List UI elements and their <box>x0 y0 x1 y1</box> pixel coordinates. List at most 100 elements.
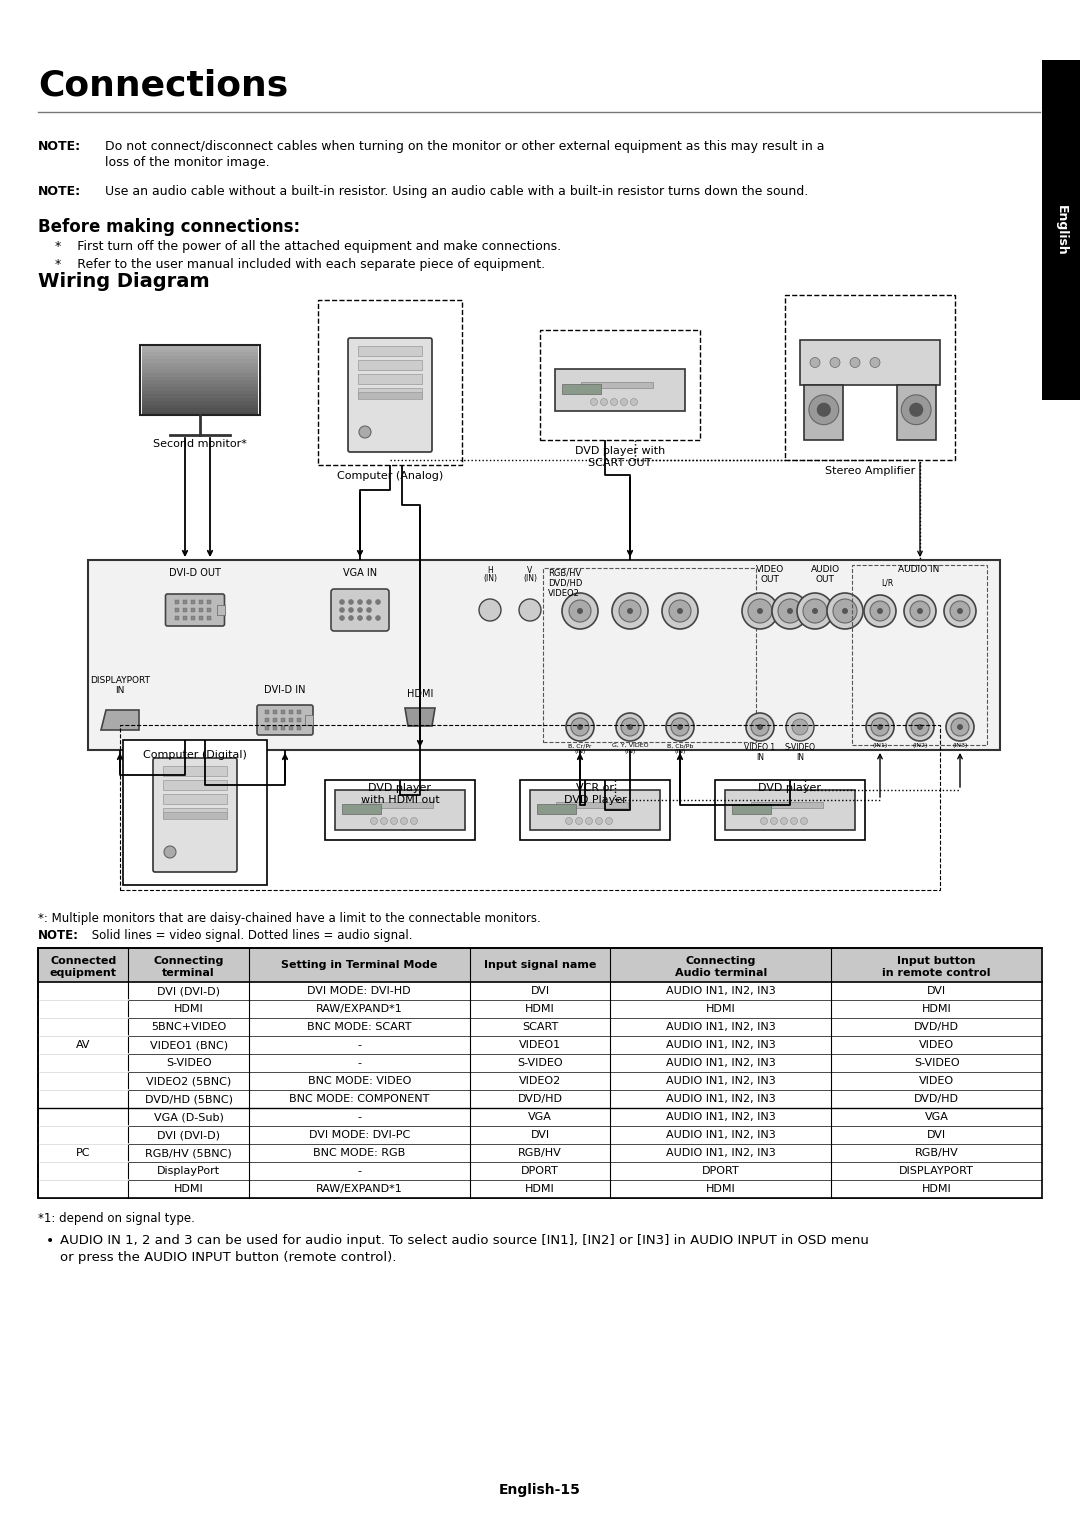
Circle shape <box>800 817 808 825</box>
Bar <box>163 808 227 818</box>
Text: HDMI: HDMI <box>407 689 433 699</box>
Bar <box>715 780 865 840</box>
Text: terminal: terminal <box>162 968 215 977</box>
Text: (IN): (IN) <box>483 574 497 583</box>
Bar <box>325 780 475 840</box>
Text: •: • <box>46 1234 54 1248</box>
Text: Do not connect/disconnect cables when turning on the monitor or other external e: Do not connect/disconnect cables when tu… <box>105 140 824 153</box>
Text: Connected: Connected <box>50 956 117 967</box>
Bar <box>140 345 260 415</box>
Circle shape <box>366 608 372 612</box>
Text: DisplayPort: DisplayPort <box>157 1167 220 1176</box>
Circle shape <box>621 718 639 736</box>
Text: BNC MODE: RGB: BNC MODE: RGB <box>313 1148 405 1157</box>
Circle shape <box>810 357 820 368</box>
Circle shape <box>401 817 407 825</box>
Text: *    First turn off the power of all the attached equipment and make connections: * First turn off the power of all the at… <box>55 240 562 253</box>
Bar <box>199 615 203 620</box>
Text: RAW/EXPAND*1: RAW/EXPAND*1 <box>316 1003 403 1014</box>
Text: AUDIO IN1, IN2, IN3: AUDIO IN1, IN2, IN3 <box>666 1040 775 1051</box>
Circle shape <box>562 592 598 629</box>
Circle shape <box>804 599 827 623</box>
Circle shape <box>909 403 923 417</box>
Circle shape <box>366 600 372 605</box>
Circle shape <box>585 817 593 825</box>
Text: BNC MODE: SCART: BNC MODE: SCART <box>307 1022 411 1032</box>
Text: NOTE:: NOTE: <box>38 185 81 199</box>
Bar <box>163 812 227 818</box>
Text: BNC MODE: COMPONENT: BNC MODE: COMPONENT <box>289 1093 430 1104</box>
Text: DVI: DVI <box>530 986 550 996</box>
Circle shape <box>627 724 633 730</box>
Text: DISPLAYPORT: DISPLAYPORT <box>900 1167 974 1176</box>
Text: VIDEO2 (5BNC): VIDEO2 (5BNC) <box>146 1077 231 1086</box>
Text: PC: PC <box>76 1148 91 1157</box>
Bar <box>163 780 227 789</box>
FancyBboxPatch shape <box>348 337 432 452</box>
Circle shape <box>770 817 778 825</box>
Bar <box>265 710 269 715</box>
Circle shape <box>595 817 603 825</box>
Text: (IN2): (IN2) <box>913 744 928 748</box>
Text: Computer (Digital): Computer (Digital) <box>143 750 247 760</box>
Bar <box>265 718 269 722</box>
Circle shape <box>757 724 762 730</box>
Text: DVI MODE: DVI-HD: DVI MODE: DVI-HD <box>308 986 411 996</box>
Text: Input button: Input button <box>897 956 976 967</box>
Text: VIDEO: VIDEO <box>919 1077 954 1086</box>
Circle shape <box>902 395 931 425</box>
Text: (IN1): (IN1) <box>873 744 888 748</box>
Text: VIDEO
OUT: VIDEO OUT <box>756 565 784 585</box>
Bar <box>357 360 422 370</box>
Text: Computer (Analog): Computer (Analog) <box>337 470 443 481</box>
Bar <box>141 397 258 402</box>
Text: AUDIO IN1, IN2, IN3: AUDIO IN1, IN2, IN3 <box>666 986 775 996</box>
Text: RGB/HV (5BNC): RGB/HV (5BNC) <box>145 1148 232 1157</box>
Circle shape <box>577 724 583 730</box>
Text: DVI-D IN: DVI-D IN <box>265 686 306 695</box>
Circle shape <box>376 615 380 620</box>
Bar <box>556 802 627 808</box>
Text: loss of the monitor image.: loss of the monitor image. <box>105 156 270 169</box>
Circle shape <box>746 713 774 741</box>
Circle shape <box>904 596 936 628</box>
Circle shape <box>569 600 591 621</box>
Bar <box>141 405 258 408</box>
Text: DVI (DVI-D): DVI (DVI-D) <box>157 986 220 996</box>
Text: VGA: VGA <box>924 1112 948 1122</box>
Bar <box>175 608 179 612</box>
Circle shape <box>410 817 418 825</box>
Text: *    Refer to the user manual included with each separate piece of equipment.: * Refer to the user manual included with… <box>55 258 545 270</box>
Text: (IN): (IN) <box>523 574 537 583</box>
Text: Before making connections:: Before making connections: <box>38 218 300 237</box>
Circle shape <box>349 600 353 605</box>
Circle shape <box>957 724 963 730</box>
Circle shape <box>786 713 814 741</box>
Text: VCR or
DVD Player: VCR or DVD Player <box>564 783 626 805</box>
Circle shape <box>757 608 762 614</box>
Text: equipment: equipment <box>50 968 117 977</box>
Text: VGA IN: VGA IN <box>343 568 377 579</box>
Text: (IN3): (IN3) <box>953 744 968 748</box>
Circle shape <box>748 599 772 623</box>
FancyBboxPatch shape <box>330 589 389 631</box>
Bar <box>141 348 258 353</box>
Bar <box>141 345 258 348</box>
Bar <box>543 568 756 742</box>
Text: NOTE:: NOTE: <box>38 928 79 942</box>
Bar <box>361 802 432 808</box>
Circle shape <box>870 602 890 621</box>
Text: Solid lines = video signal. Dotted lines = audio signal.: Solid lines = video signal. Dotted lines… <box>87 928 413 942</box>
Circle shape <box>957 608 963 614</box>
Circle shape <box>917 608 923 614</box>
Bar <box>175 615 179 620</box>
Text: HDMI: HDMI <box>706 1003 735 1014</box>
Text: DVI (DVI-D): DVI (DVI-D) <box>157 1130 220 1141</box>
Text: B, Cr/Pr
(IN): B, Cr/Pr (IN) <box>568 744 592 754</box>
Text: S-VIDEO: S-VIDEO <box>914 1058 959 1067</box>
Circle shape <box>950 602 970 621</box>
Circle shape <box>616 713 644 741</box>
Text: DVD player
with HDMI out: DVD player with HDMI out <box>361 783 440 805</box>
Circle shape <box>910 602 930 621</box>
Bar <box>141 380 258 383</box>
